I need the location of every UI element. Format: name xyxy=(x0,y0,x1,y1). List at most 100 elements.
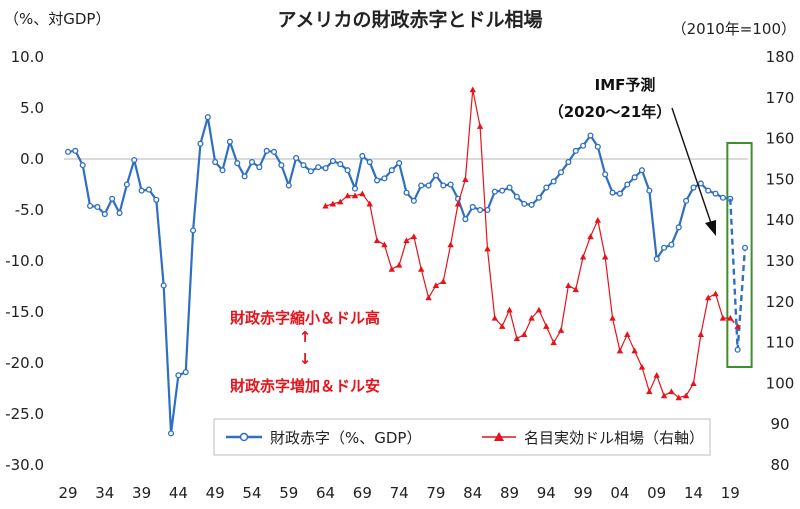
deficit-point xyxy=(300,162,307,169)
deficit-point xyxy=(263,147,270,154)
deficit-point xyxy=(270,148,278,155)
legend-box xyxy=(213,418,711,456)
deficit-point xyxy=(116,210,123,217)
dollar-point xyxy=(462,176,469,182)
deficit-point xyxy=(440,182,447,189)
deficit-point xyxy=(557,169,565,176)
left-axis: 10.0 5.0 0.0 -5.0 -10.0 -15.0 -20.0 -25.0 -30.0 xyxy=(5,48,44,474)
deficit-point xyxy=(624,181,631,188)
deficit-point xyxy=(499,187,506,194)
deficit-point xyxy=(344,167,351,174)
deficit-point xyxy=(226,138,233,145)
deficit-point xyxy=(182,369,189,376)
deficit-point xyxy=(594,143,601,150)
left-tick-label: -30.0 xyxy=(5,456,44,474)
dollar-point xyxy=(616,347,624,354)
dollar-point xyxy=(484,245,491,252)
x-tick-label: 04 xyxy=(610,484,629,502)
deficit-point xyxy=(101,211,108,218)
dollar-point xyxy=(359,190,366,197)
deficit-point xyxy=(425,182,432,189)
dollar-point xyxy=(550,339,557,346)
deficit-point xyxy=(535,194,543,201)
deficit-point xyxy=(734,346,741,353)
deficit-point xyxy=(697,180,704,187)
dollar-point xyxy=(682,392,690,399)
dollar-point xyxy=(513,335,521,342)
x-tick-label: 49 xyxy=(206,484,225,502)
legend-deficit-marker xyxy=(239,432,249,442)
dollar-point xyxy=(432,282,440,289)
dollar-point xyxy=(734,323,741,329)
deficit-point xyxy=(315,164,322,171)
x-tick-label: 74 xyxy=(390,484,409,502)
left-tick-label: -5.0 xyxy=(15,201,44,219)
right-tick-label: 130 xyxy=(766,252,795,270)
deficit-point xyxy=(241,173,248,180)
dollar-point xyxy=(565,282,572,289)
red-annotation-arrow-down: ↓ xyxy=(299,350,312,368)
dollar-point xyxy=(609,314,616,321)
left-tick-label: -10.0 xyxy=(5,252,44,270)
deficit-point xyxy=(609,189,616,196)
deficit-point xyxy=(462,216,469,223)
imf-annotation-arrow-line xyxy=(671,107,713,227)
deficit-point xyxy=(153,196,160,203)
dollar-point xyxy=(543,323,550,329)
deficit-point xyxy=(359,152,366,159)
deficit-point xyxy=(167,430,175,437)
dollar-point xyxy=(447,241,454,248)
dollar-point xyxy=(410,233,418,240)
left-tick-label: -25.0 xyxy=(5,405,44,423)
deficit-point xyxy=(528,201,535,208)
dollar-point xyxy=(454,200,462,207)
deficit-point xyxy=(521,200,528,207)
right-tick-label: 120 xyxy=(766,293,795,311)
imf-annotation-line2: （2020～21年） xyxy=(549,103,672,121)
right-tick-label: 180 xyxy=(766,48,795,66)
dollar-point xyxy=(572,286,579,293)
dollar-point xyxy=(403,237,410,244)
deficit-point xyxy=(197,140,204,147)
right-tick-label: 170 xyxy=(766,89,795,107)
dollar-point xyxy=(337,198,344,205)
deficit-point xyxy=(675,224,682,231)
dollar-point xyxy=(638,363,646,370)
deficit-point xyxy=(565,159,572,166)
series-layer xyxy=(64,86,749,437)
x-tick-label: 29 xyxy=(58,484,77,502)
x-tick-label: 14 xyxy=(684,484,703,502)
dollar-point xyxy=(521,331,528,337)
red-annotation-arrow-up: ↑ xyxy=(299,328,312,346)
right-tick-label: 90 xyxy=(770,415,789,433)
dollar-point xyxy=(587,233,594,240)
deficit-point xyxy=(79,162,86,169)
right-tick-label: 140 xyxy=(766,211,795,229)
deficit-point xyxy=(381,175,388,182)
deficit-point xyxy=(72,147,79,154)
red-annotation-line2: 財政赤字増加＆ドル安 xyxy=(229,377,380,395)
deficit-point xyxy=(256,164,263,171)
x-tick-label: 44 xyxy=(169,484,188,502)
dollar-point xyxy=(631,347,638,354)
deficit-point xyxy=(123,181,130,188)
deficit-point xyxy=(705,187,712,194)
deficit-point xyxy=(329,157,336,165)
deficit-point xyxy=(432,172,439,179)
deficit-point xyxy=(712,190,719,197)
x-axis: 29 34 39 44 49 54 59 64 69 74 79 84 89 94 99 04 09 14 19 xyxy=(58,484,739,502)
deficit-point xyxy=(64,148,72,155)
deficit-point xyxy=(87,202,94,209)
deficit-point xyxy=(403,189,410,196)
imf-annotation-line1: IMF予測 xyxy=(595,76,656,94)
right-axis-unit: （2010年=100） xyxy=(672,20,796,38)
deficit-point xyxy=(418,182,425,189)
deficit-point xyxy=(307,168,314,175)
deficit-point xyxy=(109,195,116,202)
deficit-point xyxy=(351,185,359,192)
x-tick-label: 64 xyxy=(316,484,335,502)
deficit-point xyxy=(366,159,373,166)
deficit-point xyxy=(396,160,403,167)
dollar-point xyxy=(395,261,403,268)
